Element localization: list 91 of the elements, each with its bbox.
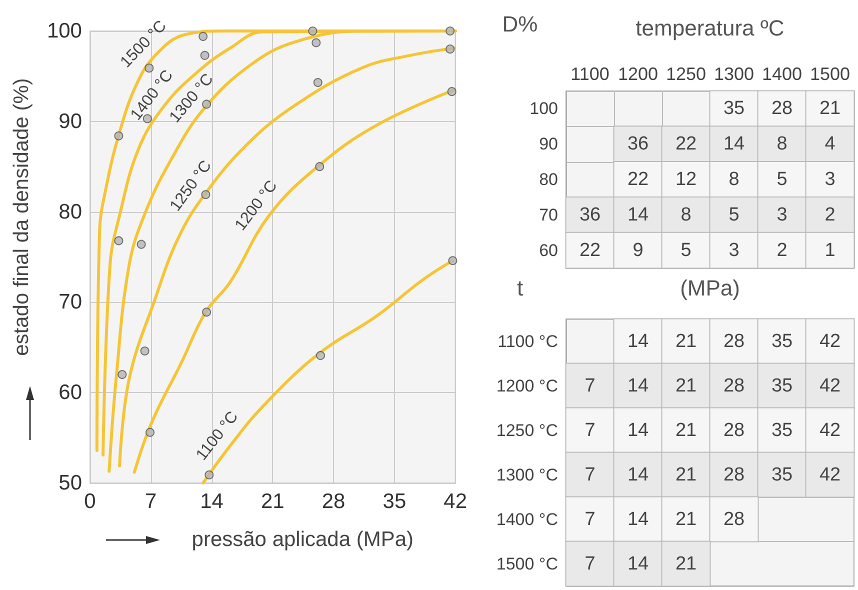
data-label: 8 xyxy=(776,134,788,155)
data-label: 7 xyxy=(584,375,596,396)
y-tick-label: 60 xyxy=(58,381,82,404)
data-label: 7 xyxy=(584,464,596,486)
data-label: 7 xyxy=(584,553,596,574)
data-label: 12 xyxy=(675,169,697,190)
data-label: 2 xyxy=(776,240,788,261)
data-label: 5 xyxy=(680,240,692,261)
y-tick-label: 80 xyxy=(58,200,82,224)
data-label: 36 xyxy=(579,204,601,226)
data-label: 14 xyxy=(723,134,745,155)
x-tick-label: 1400 xyxy=(762,64,802,84)
data-label: 28 xyxy=(771,98,793,120)
x-tick-label: 1500 xyxy=(810,64,850,84)
y-tick-label: 60 xyxy=(539,240,558,260)
data-label: 21 xyxy=(675,508,697,530)
x-tick-label: 1300 xyxy=(714,64,754,84)
x-tick-label: 21 xyxy=(260,490,284,513)
y-tick-label: 100 xyxy=(46,20,82,42)
data-label: 21 xyxy=(819,98,841,120)
data-label: 14 xyxy=(627,420,649,441)
x-tick-label: 0 xyxy=(84,490,96,513)
data-label: 14 xyxy=(627,464,649,486)
y-tick-label: 70 xyxy=(58,290,82,314)
data-label: 3 xyxy=(824,169,836,190)
data-label: 7 xyxy=(584,420,596,441)
y-tick-label: 90 xyxy=(58,110,82,133)
y-tick-label: 1300 °C xyxy=(496,465,558,484)
data-label: 3 xyxy=(728,240,740,261)
data-label: 7 xyxy=(584,508,596,530)
data-label: 28 xyxy=(723,330,745,352)
data-label: 14 xyxy=(627,375,649,396)
y-tick-label: 80 xyxy=(539,170,558,189)
data-label: 8 xyxy=(728,169,740,190)
x-tick-label: 28 xyxy=(322,490,346,513)
data-label: 21 xyxy=(675,375,697,396)
data-label: 28 xyxy=(723,464,745,486)
data-label: 14 xyxy=(627,553,649,574)
x-tick-label: 35 xyxy=(382,490,406,513)
x-tick-label: 1100 xyxy=(570,64,610,84)
y-axis-title: estado final da densidade (%) xyxy=(10,78,33,356)
y-tick-label: 100 xyxy=(530,99,558,118)
data-label: 35 xyxy=(771,420,793,441)
data-label: 42 xyxy=(819,375,841,396)
y-tick-label: 1100 °C xyxy=(498,332,558,351)
x-axis-title: (MPa) xyxy=(680,276,740,300)
data-label: 21 xyxy=(675,420,697,441)
data-label: 4 xyxy=(824,134,836,155)
data-label: 3 xyxy=(776,204,788,226)
x-tick-label: 14 xyxy=(200,490,224,513)
y-tick-label: 70 xyxy=(539,205,558,224)
data-label: 35 xyxy=(771,464,793,486)
data-label: 8 xyxy=(680,204,692,226)
data-label: 28 xyxy=(723,420,745,441)
data-label: 14 xyxy=(627,330,649,352)
data-label: 42 xyxy=(819,330,841,352)
data-label: 28 xyxy=(723,508,745,530)
data-label: 14 xyxy=(627,508,649,530)
data-label: 22 xyxy=(675,134,697,155)
data-label: 9 xyxy=(632,240,644,261)
x-axis-title: pressão aplicada (MPa) xyxy=(192,528,414,551)
data-label: 1 xyxy=(824,240,836,261)
x-tick-label: 7 xyxy=(145,490,157,513)
data-label: 36 xyxy=(627,134,649,155)
y-tick-label: 1200 °C xyxy=(496,376,558,396)
y-axis-title: D% xyxy=(502,12,538,36)
data-label: 5 xyxy=(776,169,788,190)
x-tick-label: 1250 xyxy=(666,64,706,84)
x-tick-label: 1200 xyxy=(618,64,658,84)
y-tick-label: 1250 °C xyxy=(496,420,558,440)
x-axis-title: temperatura ºC xyxy=(636,16,784,40)
y-tick-label: 50 xyxy=(58,472,82,494)
data-label: 14 xyxy=(627,204,649,226)
data-label: 5 xyxy=(728,204,740,226)
data-label: 42 xyxy=(819,420,841,441)
data-label: 42 xyxy=(819,464,841,486)
y-tick-label: 1400 °C xyxy=(496,510,558,529)
y-tick-label: 1500 °C xyxy=(496,554,558,574)
data-label: 35 xyxy=(771,330,793,352)
data-label: 35 xyxy=(771,375,793,396)
x-tick-label: 42 xyxy=(444,490,467,513)
data-label: 2 xyxy=(824,204,836,226)
data-label: 22 xyxy=(579,240,601,261)
data-label: 22 xyxy=(627,169,649,190)
data-label: 21 xyxy=(675,553,697,574)
data-label: 21 xyxy=(675,464,697,486)
data-label: 35 xyxy=(723,98,745,120)
y-tick-label: 90 xyxy=(539,134,558,154)
data-label: 21 xyxy=(675,330,697,352)
data-label: 28 xyxy=(723,375,745,396)
y-axis-title: t xyxy=(516,276,524,300)
